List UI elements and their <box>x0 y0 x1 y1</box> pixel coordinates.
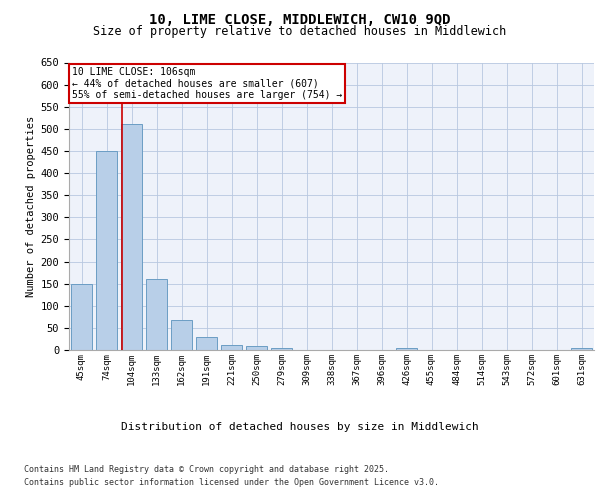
Bar <box>196 336 217 350</box>
Bar <box>171 320 192 350</box>
Bar <box>271 348 292 350</box>
Bar <box>71 284 92 350</box>
Bar <box>146 279 167 350</box>
Text: Contains HM Land Registry data © Crown copyright and database right 2025.: Contains HM Land Registry data © Crown c… <box>24 466 389 474</box>
Bar <box>571 348 592 350</box>
Text: Size of property relative to detached houses in Middlewich: Size of property relative to detached ho… <box>94 25 506 38</box>
Bar <box>221 344 242 350</box>
Bar <box>396 348 417 350</box>
Y-axis label: Number of detached properties: Number of detached properties <box>26 116 37 297</box>
Text: Distribution of detached houses by size in Middlewich: Distribution of detached houses by size … <box>121 422 479 432</box>
Bar <box>121 124 142 350</box>
Text: 10, LIME CLOSE, MIDDLEWICH, CW10 9QD: 10, LIME CLOSE, MIDDLEWICH, CW10 9QD <box>149 12 451 26</box>
Bar <box>246 346 267 350</box>
Bar <box>96 151 117 350</box>
Text: Contains public sector information licensed under the Open Government Licence v3: Contains public sector information licen… <box>24 478 439 487</box>
Text: 10 LIME CLOSE: 106sqm
← 44% of detached houses are smaller (607)
55% of semi-det: 10 LIME CLOSE: 106sqm ← 44% of detached … <box>71 67 342 100</box>
